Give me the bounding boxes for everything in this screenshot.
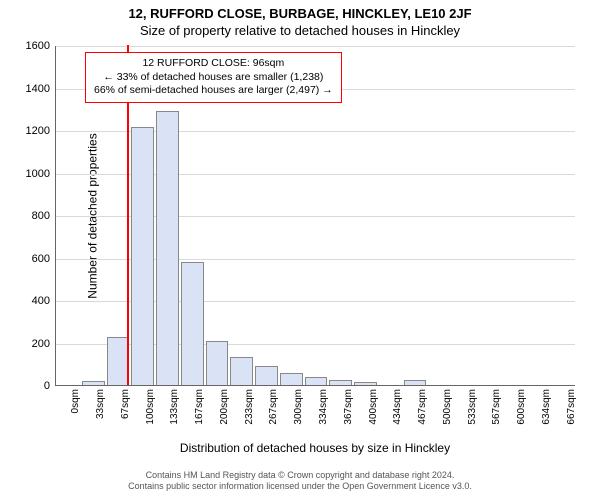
x-tick-label: 133sqm	[169, 389, 180, 439]
histogram-bar	[305, 377, 328, 386]
x-tick-label: 400sqm	[368, 389, 379, 439]
x-tick-label: 600sqm	[516, 389, 527, 439]
x-axis-label: Distribution of detached houses by size …	[55, 441, 575, 455]
x-tick-label: 0sqm	[70, 389, 81, 439]
annotation-line: 12 RUFFORD CLOSE: 96sqm	[94, 57, 333, 71]
x-tick-label: 634sqm	[541, 389, 552, 439]
footer-line-1: Contains HM Land Registry data © Crown c…	[10, 470, 590, 482]
x-tick-label: 100sqm	[145, 389, 156, 439]
x-tick-label: 300sqm	[293, 389, 304, 439]
y-tick-label: 1400	[26, 83, 50, 95]
y-tick-label: 400	[32, 295, 50, 307]
histogram-bar	[82, 381, 105, 385]
histogram-bar	[131, 127, 154, 385]
x-tick-label: 67sqm	[120, 389, 131, 439]
page-subtitle: Size of property relative to detached ho…	[0, 23, 600, 38]
y-tick-label: 600	[32, 253, 50, 265]
x-tick-label: 567sqm	[491, 389, 502, 439]
histogram-bar	[329, 380, 352, 385]
x-tick-label: 434sqm	[392, 389, 403, 439]
x-tick-label: 200sqm	[219, 389, 230, 439]
x-tick-label: 467sqm	[417, 389, 428, 439]
x-tick-label: 334sqm	[318, 389, 329, 439]
x-tick-label: 367sqm	[343, 389, 354, 439]
y-tick-label: 1000	[26, 168, 50, 180]
histogram-bar	[181, 262, 204, 385]
histogram-chart: Number of detached properties Distributi…	[55, 46, 575, 426]
x-tick-label: 167sqm	[194, 389, 205, 439]
histogram-bar	[107, 337, 130, 385]
annotation-box: 12 RUFFORD CLOSE: 96sqm← 33% of detached…	[85, 52, 342, 103]
histogram-bar	[280, 373, 303, 385]
x-tick-label: 667sqm	[566, 389, 577, 439]
footer-line-2: Contains public sector information licen…	[10, 481, 590, 493]
annotation-line: 66% of semi-detached houses are larger (…	[94, 84, 333, 98]
x-tick-label: 267sqm	[268, 389, 279, 439]
y-tick-label: 0	[44, 380, 50, 392]
annotation-line: ← 33% of detached houses are smaller (1,…	[94, 71, 333, 85]
histogram-bar	[404, 380, 427, 385]
histogram-bar	[255, 366, 278, 385]
x-tick-label: 33sqm	[95, 389, 106, 439]
x-tick-label: 533sqm	[467, 389, 478, 439]
page-title-address: 12, RUFFORD CLOSE, BURBAGE, HINCKLEY, LE…	[0, 6, 600, 21]
histogram-bar	[206, 341, 229, 385]
y-tick-label: 1600	[26, 40, 50, 52]
gridline	[56, 46, 575, 47]
histogram-bar	[230, 357, 253, 385]
x-tick-label: 233sqm	[244, 389, 255, 439]
y-tick-label: 200	[32, 338, 50, 350]
histogram-bar	[354, 382, 377, 385]
x-tick-label: 500sqm	[442, 389, 453, 439]
y-tick-label: 800	[32, 210, 50, 222]
y-tick-label: 1200	[26, 125, 50, 137]
histogram-bar	[156, 111, 179, 385]
footer-attribution: Contains HM Land Registry data © Crown c…	[0, 465, 600, 498]
